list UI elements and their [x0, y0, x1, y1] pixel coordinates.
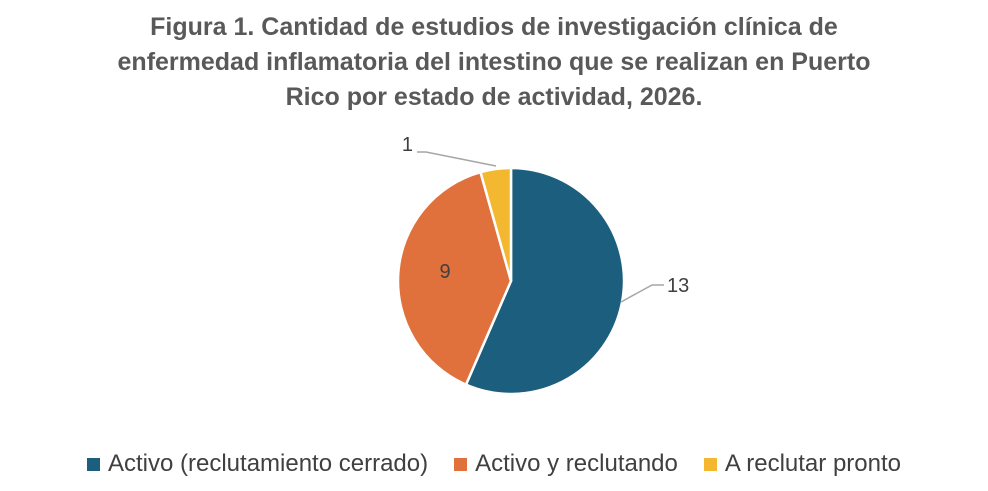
pie-slice-activo-cerrado: [464, 166, 626, 396]
leader-line-a-reclutar-pronto: [417, 151, 497, 167]
legend-item-activo-cerrado: Activo (reclutamiento cerrado): [86, 450, 429, 478]
chart-title-line-1: Figura 1. Cantidad de estudios de invest…: [150, 13, 838, 41]
chart-title: Figura 1. Cantidad de estudios de invest…: [0, 10, 988, 115]
chart-legend: Activo (reclutamiento cerrado) Activo y …: [0, 446, 988, 482]
data-label-a-reclutar-pronto: 1: [402, 134, 413, 156]
leader-line-activo-cerrado: [620, 284, 664, 303]
pie-slice-a-reclutar-pronto: [479, 166, 513, 283]
legend-swatch-a-reclutar-pronto: [703, 457, 717, 471]
legend-item-a-reclutar-pronto: A reclutar pronto: [703, 450, 901, 478]
data-label-activo-cerrado: 13: [667, 275, 689, 297]
data-label-activo-reclutando: 9: [439, 261, 450, 283]
pie-slice-activo-reclutando: [396, 170, 513, 386]
legend-swatch-activo-reclutando: [454, 457, 468, 471]
legend-label-activo-cerrado: Activo (reclutamiento cerrado): [107, 450, 429, 477]
legend-label-activo-reclutando: Activo y reclutando: [475, 450, 678, 477]
chart-title-line-2: enfermedad inflamatoria del intestino qu…: [117, 48, 871, 76]
legend-item-activo-reclutando: Activo y reclutando: [454, 450, 678, 478]
chart-title-line-3: Rico por estado de actividad, 2026.: [285, 83, 703, 111]
legend-swatch-activo-cerrado: [86, 457, 100, 471]
legend-label-a-reclutar-pronto: A reclutar pronto: [724, 450, 901, 477]
